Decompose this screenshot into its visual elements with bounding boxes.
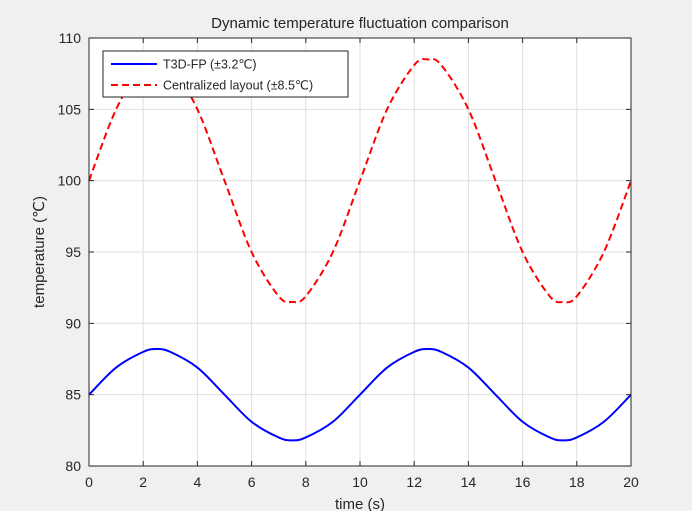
y-tick-label: 85 [65,387,81,403]
y-tick-label: 110 [59,30,82,46]
legend-box [102,50,349,98]
x-tick-label: 0 [85,474,93,490]
x-tick-label: 12 [406,474,422,490]
y-tick-label: 80 [65,458,81,474]
y-tick-label: 95 [65,244,81,260]
chart-title: Dynamic temperature fluctuation comparis… [211,15,509,32]
series-line-1 [88,348,632,442]
x-tick-label: 4 [194,474,202,490]
legend-entry-1: T3D-FP (±3.2℃) [163,58,257,72]
x-tick-label: 6 [248,474,256,490]
x-tick-label: 2 [139,474,147,490]
x-axis-label: time (s) [335,496,385,511]
y-axis-label: temperature (℃) [31,196,48,308]
y-tick-label: 105 [58,101,82,117]
legend-entry-2: Centralized layout (±8.5℃) [163,79,313,93]
axis-ticks: 0 2 4 6 8 10 12 14 16 18 20 80 85 90 95 100 105 110 [58,30,639,490]
x-tick-label: 16 [515,474,531,490]
x-tick-label: 14 [461,474,477,490]
legend: T3D-FP (±3.2℃) Centralized layout (±8.5℃) [102,50,349,98]
x-tick-label: 20 [623,474,639,490]
x-tick-label: 10 [352,474,368,490]
x-tick-label: 18 [569,474,585,490]
y-tick-label: 100 [58,173,82,189]
x-tick-label: 8 [302,474,310,490]
y-tick-label: 90 [65,315,81,331]
